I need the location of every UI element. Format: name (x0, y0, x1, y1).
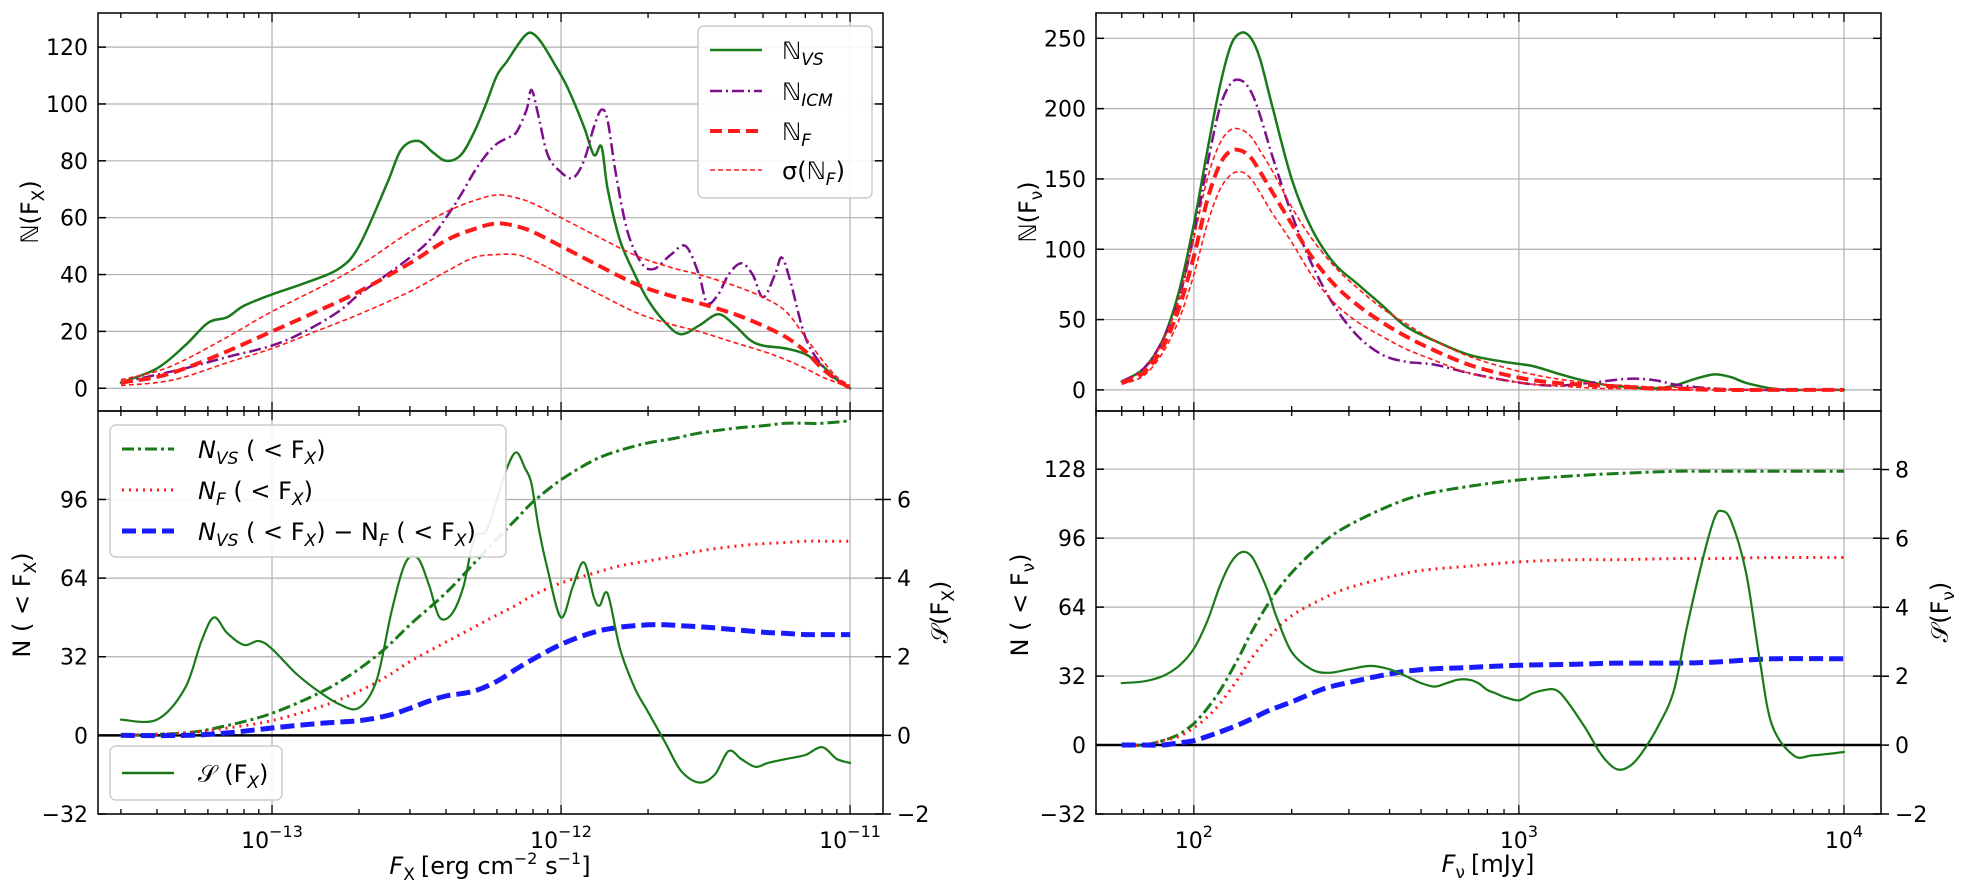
y2-tick-label-br-3: 4 (1895, 596, 1909, 621)
legend-label-cum-f: NF ( < FX) (198, 477, 313, 510)
panel-frame-bottom-right (1095, 410, 1882, 815)
y2-tick-label-bl-0: −2 (897, 803, 929, 828)
y-label-bottom-right: N ( < Fν) (1006, 554, 1039, 657)
legend-label-nf: ℕF (782, 118, 811, 151)
y-tick-label-br-3: 64 (1058, 596, 1086, 621)
y-tick-label-tl-2: 40 (60, 264, 88, 289)
y-label-top-left: ℕ(FX) (16, 180, 49, 243)
x-tick-label-bl-0: 10−13 (241, 822, 303, 854)
legend-label-nvs: ℕVS (782, 37, 824, 70)
legend-label-cum-diff: NVS ( < FX) − NF ( < FX) (198, 518, 476, 551)
series-br-s (1120, 509, 1846, 771)
x-label-right: Fν [mJy] (1442, 850, 1535, 883)
y-tick-label-tr-0: 0 (1072, 379, 1086, 404)
legend-label-nicm: ℕICM (782, 78, 833, 111)
series-bl-cf (120, 539, 851, 737)
y-tick-label-bl-2: 32 (60, 646, 88, 671)
y-tick-label-br-0: −32 (1040, 803, 1086, 828)
y2-label-bottom-left: 𝒮(FX) (926, 581, 959, 644)
series-tr-nf (1120, 147, 1844, 392)
legend-top-left: ℕVS ℕICM ℕF σ(ℕF) (697, 25, 873, 199)
tick-layer: 020406080100120050100150200250−320326496… (42, 13, 1927, 854)
x-tick-label-bl-2: 10−11 (819, 822, 881, 854)
y-tick-label-tr-4: 200 (1044, 98, 1086, 123)
series-bl-cvs (120, 419, 851, 737)
panel-frame-bottom-left (97, 410, 884, 815)
y2-tick-label-br-4: 6 (1895, 527, 1909, 552)
y-tick-label-tr-1: 50 (1058, 309, 1086, 334)
series-tl-nicm (120, 88, 851, 390)
y-tick-label-tr-3: 150 (1044, 168, 1086, 193)
legend-label-cum-vs: NVS ( < FX) (198, 436, 326, 469)
y-tick-label-tl-1: 20 (60, 320, 88, 345)
x-tick-label-bl-1: 10−12 (530, 822, 592, 854)
data-layer (98, 31, 1881, 784)
series-bl-cdiff (120, 622, 851, 739)
series-br-cdiff (1121, 656, 1845, 748)
y-tick-label-tl-3: 60 (60, 207, 88, 232)
y2-tick-label-bl-3: 4 (897, 567, 911, 592)
series-tl-nvs (119, 31, 852, 390)
series-tr-nvs (1120, 31, 1846, 392)
y-tick-label-tl-5: 100 (46, 93, 88, 118)
y-label-bottom-left: N ( < FX) (8, 552, 41, 657)
legend-bottom-left-s: 𝒮 (FX) (109, 745, 283, 801)
series-tr-nicm (1121, 78, 1844, 392)
y-tick-label-br-4: 96 (1058, 527, 1086, 552)
legend-bottom-left: NVS ( < FX) NF ( < FX) NVS ( < FX) − NF … (109, 424, 507, 558)
legend-label-sigma: σ(ℕF) (782, 157, 845, 190)
x-label-left: FX [erg cm−2 s−1] (389, 849, 590, 885)
y-tick-label-bl-1: 0 (74, 724, 88, 749)
y-tick-label-bl-3: 64 (60, 567, 88, 592)
y2-tick-label-br-2: 2 (1895, 665, 1909, 690)
series-tl-nf (120, 221, 852, 390)
y2-tick-label-bl-1: 0 (897, 724, 911, 749)
y2-tick-label-bl-4: 6 (897, 488, 911, 513)
y-tick-label-br-2: 32 (1058, 665, 1086, 690)
y-tick-label-br-1: 0 (1072, 734, 1086, 759)
series-tr-sig_hi (1121, 127, 1845, 391)
y2-tick-label-br-5: 8 (1895, 459, 1909, 484)
y-tick-label-bl-0: −32 (42, 803, 88, 828)
x-tick-label-br-0: 102 (1175, 822, 1213, 854)
y-label-top-right: ℕ(Fν) (1014, 181, 1047, 242)
series-tl-sig_hi (120, 194, 851, 387)
y2-label-bottom-right: 𝒮(Fν) (1926, 582, 1959, 643)
series-tl-sig_lo (120, 253, 851, 390)
y-tick-label-tl-6: 120 (46, 36, 88, 61)
y-tick-label-tl-0: 0 (74, 377, 88, 402)
y2-tick-label-br-1: 0 (1895, 734, 1909, 759)
legend-label-s: 𝒮 (FX) (198, 760, 268, 793)
y2-tick-label-br-0: −2 (1895, 803, 1927, 828)
series-br-cvs (1121, 469, 1844, 747)
x-tick-label-br-1: 103 (1500, 822, 1538, 854)
series-tr-sig_lo (1121, 170, 1844, 391)
series-bl-s (119, 451, 852, 784)
y-tick-label-tr-2: 100 (1044, 238, 1086, 263)
y-tick-label-bl-4: 96 (60, 488, 88, 513)
y-tick-label-tl-4: 80 (60, 150, 88, 175)
y-tick-label-tr-5: 250 (1044, 27, 1086, 52)
series-br-cf (1121, 555, 1845, 747)
y-tick-label-br-5: 128 (1044, 458, 1086, 483)
x-tick-label-br-2: 104 (1825, 822, 1863, 854)
y2-tick-label-bl-2: 2 (897, 646, 911, 671)
